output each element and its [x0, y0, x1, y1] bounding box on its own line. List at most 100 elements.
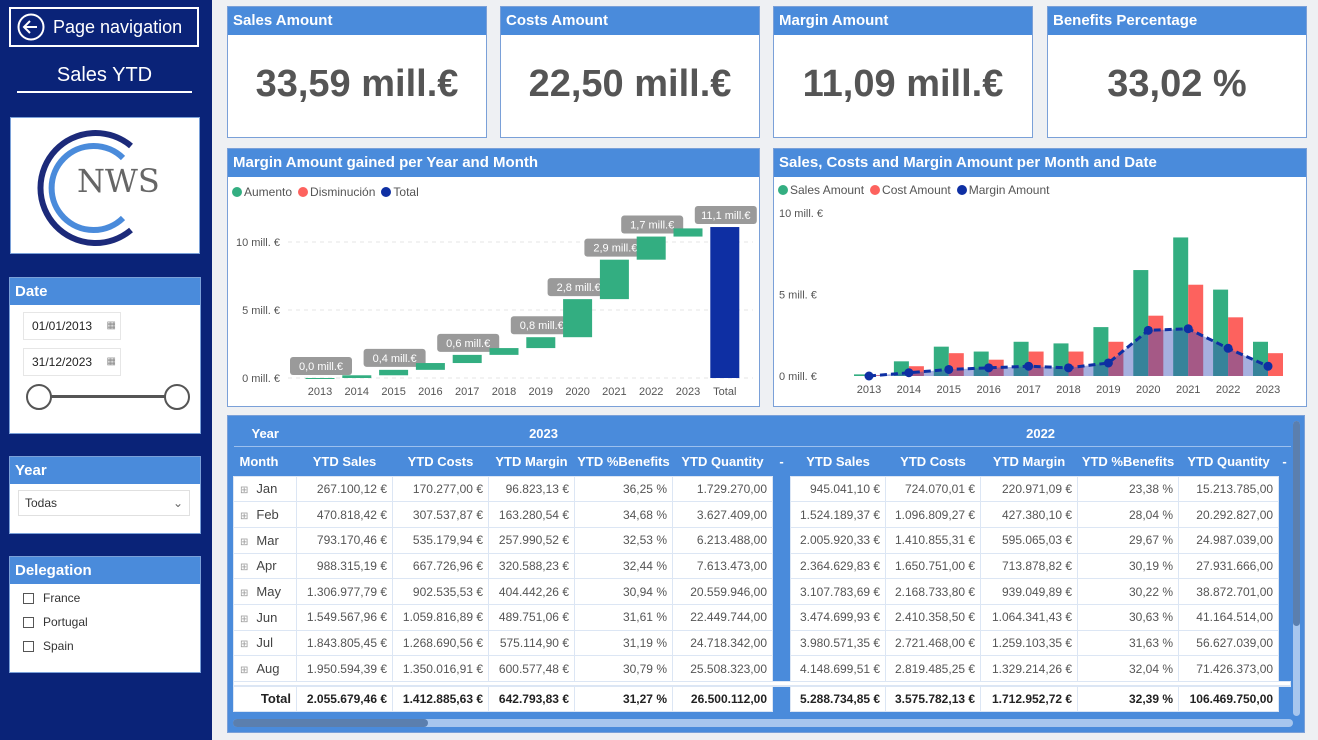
year-header: Year: [251, 425, 279, 441]
company-logo: NWS: [10, 117, 200, 254]
column-header[interactable]: YTD Margin: [488, 445, 575, 476]
month-header[interactable]: Month: [233, 445, 297, 476]
data-label-box: [621, 215, 684, 234]
legend-item[interactable]: Aumento: [232, 185, 292, 199]
year-2022-header[interactable]: 2022: [1026, 425, 1056, 441]
page-navigation-button[interactable]: Page navigation: [9, 7, 199, 47]
margin-point: [984, 363, 994, 373]
month-cell[interactable]: ⊞ Jul: [233, 629, 297, 657]
month-cell[interactable]: ⊞ Mar: [233, 526, 297, 554]
x-tick-label: 2023: [1256, 384, 1280, 396]
expand-icon[interactable]: ⊞: [240, 613, 249, 625]
column-header[interactable]: YTD %Benefits: [574, 445, 673, 476]
expand-icon[interactable]: ⊞: [240, 639, 249, 651]
date-slicer-title: Date: [10, 278, 200, 305]
delegation-slicer-title: Delegation: [10, 557, 200, 584]
cost-bar: [1188, 284, 1204, 376]
column-header[interactable]: YTD %Benefits: [1077, 445, 1179, 476]
delegation-option-spain[interactable]: Spain: [10, 634, 200, 658]
combo-legend: Sales Amount Cost Amount Margin Amount: [778, 183, 1049, 197]
table-cell: 1.950.594,39 €: [296, 655, 393, 682]
margin-area: [869, 328, 1268, 376]
month-cell[interactable]: ⊞ Aug: [233, 655, 297, 682]
column-header[interactable]: -: [1278, 445, 1291, 476]
table-cell: 1.410.855,31 €: [885, 526, 982, 554]
table-cell: 939.049,89 €: [980, 578, 1079, 605]
legend-item[interactable]: Sales Amount: [778, 183, 864, 197]
table-cell: 29,67 %: [1077, 526, 1180, 554]
year-dropdown[interactable]: Todas ⌄: [18, 490, 190, 516]
column-header[interactable]: YTD Costs: [392, 445, 489, 476]
spacer-cell: [772, 655, 791, 682]
vertical-scrollbar-thumb[interactable]: [1293, 421, 1300, 626]
month-cell[interactable]: Total: [233, 684, 297, 712]
spacer-cell: [772, 501, 791, 528]
expand-icon[interactable]: ⊞: [240, 511, 249, 523]
month-cell[interactable]: ⊞ Jan: [233, 475, 297, 503]
table-cell: 30,79 %: [574, 655, 673, 682]
checkbox[interactable]: [23, 592, 34, 604]
column-header[interactable]: YTD Sales: [790, 445, 886, 476]
range-end-handle[interactable]: [164, 384, 190, 410]
data-label: 2,9 mill.€: [593, 243, 637, 255]
checkbox[interactable]: [23, 616, 34, 628]
month-cell[interactable]: ⊞ Feb: [233, 501, 297, 528]
table-cell: 23,38 %: [1077, 475, 1180, 503]
table-cell: 404.442,26 €: [488, 578, 575, 605]
waterfall-legend: Aumento Disminución Total: [232, 185, 419, 199]
column-header[interactable]: YTD Quantity: [672, 445, 773, 476]
table-cell: 4.148.699,51 €: [790, 655, 887, 682]
kpi-benefits-percentage: Benefits Percentage 33,02 %: [1047, 6, 1307, 138]
table-cell: 713.878,82 €: [980, 552, 1079, 580]
horizontal-scrollbar[interactable]: [233, 719, 1293, 727]
ytd-matrix-table: Year 2023 2022 Month YTD Sales YTD Costs YTD …: [227, 415, 1305, 733]
table-cell: 535.179,94 €: [392, 526, 489, 554]
month-cell[interactable]: ⊞ Apr: [233, 552, 297, 580]
x-tick-label: 2016: [418, 386, 442, 398]
kpi-sales-amount: Sales Amount 33,59 mill.€: [227, 6, 487, 138]
legend-item[interactable]: Total: [381, 185, 419, 199]
table-cell: 3.107.783,69 €: [790, 578, 887, 605]
month-cell[interactable]: ⊞ May: [233, 578, 297, 605]
year-slicer-title: Year: [10, 457, 200, 484]
end-date-input[interactable]: 31/12/2023 ▦: [23, 348, 121, 376]
x-tick-label: 2019: [1096, 384, 1120, 396]
start-date-input[interactable]: 01/01/2013 ▦: [23, 312, 121, 340]
column-header[interactable]: -: [772, 445, 791, 476]
table-cell: 22.449.744,00: [672, 603, 773, 631]
horizontal-scrollbar-thumb[interactable]: [233, 719, 428, 727]
calendar-icon[interactable]: ▦: [106, 356, 116, 367]
legend-item[interactable]: Disminución: [298, 185, 375, 199]
column-header[interactable]: YTD Costs: [885, 445, 981, 476]
expand-icon[interactable]: ⊞: [240, 562, 249, 574]
table-cell: 41.164.514,00: [1178, 603, 1280, 631]
table-cell: 1.306.977,79 €: [296, 578, 393, 605]
expand-icon[interactable]: ⊞: [240, 485, 249, 497]
vertical-scrollbar[interactable]: [1293, 421, 1300, 716]
column-header[interactable]: YTD Quantity: [1178, 445, 1279, 476]
delegation-option-portugal[interactable]: Portugal: [10, 610, 200, 634]
delegation-option-france[interactable]: France: [10, 586, 200, 610]
checkbox[interactable]: [23, 640, 34, 652]
data-label: 0,8 mill.€: [520, 320, 564, 332]
cost-bar: [1268, 353, 1283, 376]
x-tick-label: 2013: [308, 386, 332, 398]
table-cell: 1.524.189,37 €: [790, 501, 887, 528]
column-header[interactable]: YTD Margin: [980, 445, 1078, 476]
waterfall-bar: [563, 299, 593, 338]
expand-icon[interactable]: ⊞: [240, 665, 249, 677]
month-cell[interactable]: ⊞ Jun: [233, 603, 297, 631]
legend-item[interactable]: Cost Amount: [870, 183, 951, 197]
expand-icon[interactable]: ⊞: [240, 588, 249, 600]
year-2023-header[interactable]: 2023: [529, 425, 558, 441]
table-cell: 1.329.214,26 €: [980, 655, 1079, 682]
table-cell: 31,61 %: [574, 603, 673, 631]
table-cell: 25.508.323,00: [672, 655, 773, 682]
column-header[interactable]: YTD Sales: [296, 445, 393, 476]
calendar-icon[interactable]: ▦: [106, 320, 116, 331]
legend-item[interactable]: Margin Amount: [956, 183, 1049, 197]
spacer-cell: [1278, 553, 1291, 579]
table-cell: 307.537,87 €: [392, 501, 489, 528]
range-start-handle[interactable]: [26, 384, 52, 410]
expand-icon[interactable]: ⊞: [240, 536, 249, 548]
